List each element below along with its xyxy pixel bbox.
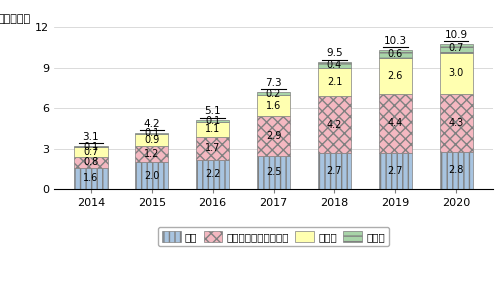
Text: 10.3: 10.3 — [384, 36, 407, 46]
Text: 10.9: 10.9 — [445, 29, 468, 39]
Text: 3.1: 3.1 — [83, 132, 99, 142]
Bar — [257, 95, 290, 117]
Text: 4.3: 4.3 — [449, 117, 464, 128]
Bar — [439, 93, 473, 152]
Bar — [257, 156, 290, 189]
Text: （億ドル）: （億ドル） — [0, 14, 30, 24]
Text: 0.6: 0.6 — [388, 49, 403, 59]
Bar — [379, 50, 412, 58]
Text: 3.0: 3.0 — [449, 68, 464, 78]
Text: 0.4: 0.4 — [327, 60, 342, 70]
Text: 0.1: 0.1 — [205, 116, 220, 126]
Bar — [196, 160, 230, 189]
Bar — [196, 122, 230, 137]
Text: 4.2: 4.2 — [327, 119, 342, 130]
Bar — [257, 117, 290, 156]
Bar — [74, 147, 107, 157]
Text: 0.7: 0.7 — [449, 43, 464, 53]
Text: 5.1: 5.1 — [204, 107, 221, 117]
Bar — [379, 58, 412, 93]
Text: 2.1: 2.1 — [327, 77, 342, 87]
Text: 2.8: 2.8 — [449, 165, 464, 175]
Text: 1.2: 1.2 — [144, 149, 160, 159]
Text: 2.9: 2.9 — [266, 131, 281, 141]
Text: 0.7: 0.7 — [83, 147, 98, 157]
Text: 1.6: 1.6 — [266, 101, 281, 111]
Text: 2.5: 2.5 — [266, 167, 281, 178]
Bar — [439, 152, 473, 189]
Text: 1.7: 1.7 — [205, 143, 220, 153]
Text: 0.1: 0.1 — [144, 128, 160, 138]
Text: 0.8: 0.8 — [83, 157, 98, 167]
Text: 4.4: 4.4 — [388, 118, 403, 128]
Text: 0.9: 0.9 — [144, 135, 160, 145]
Bar — [196, 121, 230, 122]
Bar — [74, 146, 107, 147]
Bar — [379, 153, 412, 189]
Text: 4.2: 4.2 — [144, 119, 160, 128]
Text: 0.2: 0.2 — [266, 88, 281, 98]
Bar — [74, 157, 107, 168]
Text: 0.1: 0.1 — [83, 142, 98, 152]
Bar — [318, 68, 351, 96]
Bar — [74, 168, 107, 189]
Bar — [196, 137, 230, 160]
Text: 7.3: 7.3 — [265, 78, 282, 88]
Bar — [318, 153, 351, 189]
Bar — [257, 92, 290, 95]
Text: 2.7: 2.7 — [327, 166, 342, 176]
Bar — [135, 133, 168, 134]
Text: 2.0: 2.0 — [144, 171, 160, 181]
Bar — [135, 134, 168, 146]
Text: 2.2: 2.2 — [205, 169, 220, 179]
Text: 2.6: 2.6 — [388, 71, 403, 81]
Bar — [318, 96, 351, 153]
Bar — [318, 62, 351, 68]
Bar — [439, 53, 473, 93]
Bar — [135, 146, 168, 162]
Bar — [135, 162, 168, 189]
Text: 2.7: 2.7 — [388, 166, 403, 176]
Text: 1.1: 1.1 — [205, 124, 220, 134]
Bar — [439, 44, 473, 53]
Bar — [379, 93, 412, 153]
Text: 1.6: 1.6 — [83, 173, 98, 183]
Legend: 北米, 欧州・中東・アフリカ, アジア, 中南米: 北米, 欧州・中東・アフリカ, アジア, 中南米 — [158, 227, 389, 246]
Text: 9.5: 9.5 — [326, 48, 343, 58]
